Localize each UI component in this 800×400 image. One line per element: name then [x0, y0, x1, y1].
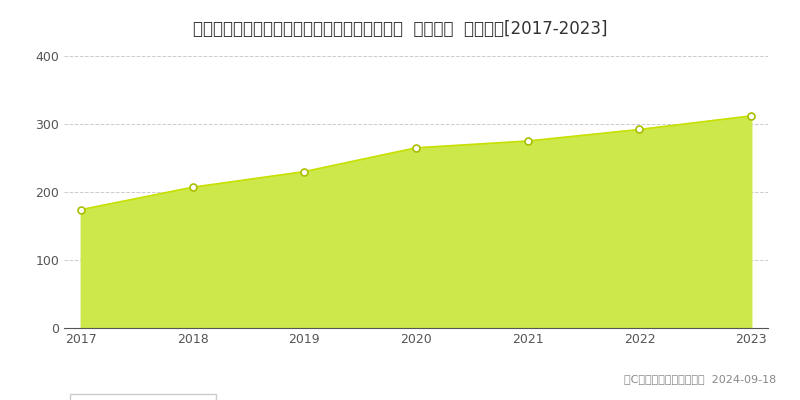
- Legend: 公示地価 平均坪単価(万円/坪): 公示地価 平均坪単価(万円/坪): [70, 394, 216, 400]
- Text: 北海道札幌市中央区大通西１８丁目１番２９外  公示地価  地価推移[2017-2023]: 北海道札幌市中央区大通西１８丁目１番２９外 公示地価 地価推移[2017-202…: [193, 20, 607, 38]
- Text: （C）土地価格ドットコム  2024-09-18: （C）土地価格ドットコム 2024-09-18: [624, 374, 776, 384]
